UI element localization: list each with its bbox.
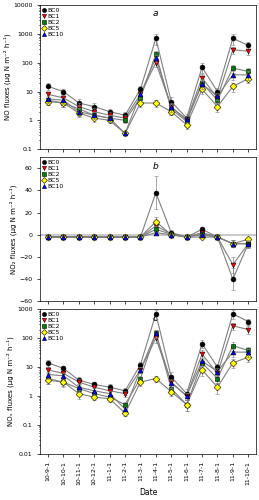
Legend: BC0, BC1, BC2, BC5, BC10: BC0, BC1, BC2, BC5, BC10 bbox=[42, 7, 64, 38]
Text: a: a bbox=[153, 10, 158, 18]
Text: b: b bbox=[153, 162, 158, 170]
Y-axis label: NOₓ fluxes (μg N m⁻² h⁻¹): NOₓ fluxes (μg N m⁻² h⁻¹) bbox=[7, 336, 15, 426]
Text: c: c bbox=[153, 314, 157, 322]
Y-axis label: NO₂ fluxes (μg N m⁻² h⁻¹): NO₂ fluxes (μg N m⁻² h⁻¹) bbox=[9, 184, 17, 274]
Legend: BC0, BC1, BC2, BC5, BC10: BC0, BC1, BC2, BC5, BC10 bbox=[42, 159, 64, 190]
Y-axis label: NO fluxes (μg N m⁻² h⁻¹): NO fluxes (μg N m⁻² h⁻¹) bbox=[3, 34, 11, 120]
Legend: BC0, BC1, BC2, BC5, BC10: BC0, BC1, BC2, BC5, BC10 bbox=[42, 312, 64, 342]
X-axis label: Date: Date bbox=[139, 488, 157, 497]
